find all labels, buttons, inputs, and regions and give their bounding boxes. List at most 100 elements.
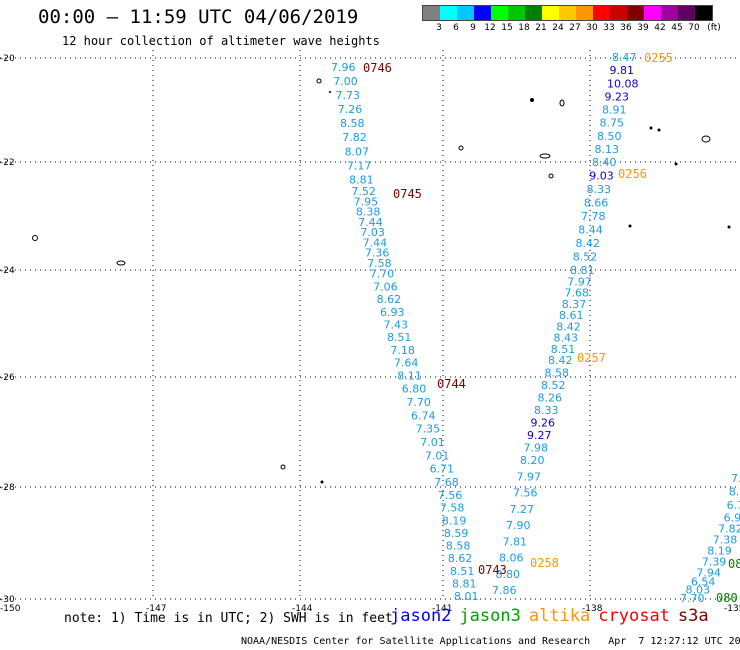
wave-height-value: 8.42 <box>576 237 601 250</box>
wave-height-value: 8.38 <box>356 206 381 219</box>
island <box>458 145 464 151</box>
wave-height-value: 8.43 <box>554 332 579 345</box>
island <box>701 135 711 143</box>
wave-height-value: 8.47 <box>612 51 637 64</box>
wave-height-value: 7.43 <box>384 319 409 332</box>
wave-height-value: 7.17 <box>347 159 372 172</box>
island <box>320 480 324 484</box>
wave-height-value: 7.27 <box>510 503 535 516</box>
pass-time-label: 0255 <box>644 51 673 65</box>
wave-height-value: 8.40 <box>592 156 617 169</box>
wave-height-value: 7.68 <box>434 476 459 489</box>
island <box>649 126 653 130</box>
lat-label: -20 <box>0 54 15 64</box>
pass-time-label: 0258 <box>530 556 559 570</box>
legend-tick: 24 <box>552 23 564 33</box>
wave-height-value: 7.44 <box>358 216 383 229</box>
pass-time-label: 0744 <box>437 377 466 391</box>
wave-height-value: 8.58 <box>340 117 365 130</box>
legend-tick: 39 <box>637 23 649 33</box>
legend-tick: 6 <box>453 23 459 33</box>
wave-height-value: 9.03 <box>589 170 614 183</box>
wave-height-value: 7.01 <box>420 436 445 449</box>
legend-tick: 15 <box>501 23 513 33</box>
legend-swatch <box>491 6 508 20</box>
lat-label: -28 <box>0 483 15 493</box>
wave-height-value: 7.70 <box>680 592 705 605</box>
page-subtitle: 12 hour collection of altimeter wave hei… <box>62 34 380 48</box>
wave-height-value: 6.98 <box>724 512 740 525</box>
wave-height-value: 8.75 <box>600 117 625 130</box>
legend-swatch <box>440 6 457 20</box>
island <box>559 99 565 107</box>
wave-height-value: 8.58 <box>545 367 570 380</box>
wave-height-value: 7.82 <box>718 523 740 536</box>
legend-ticks: 3 6 9 12 15 18 21 24 27 30 33 36 39 42 45 70 (ft) <box>422 21 721 35</box>
wave-height-value: 8.07 <box>345 145 370 158</box>
wave-height-value: 7.70 <box>370 268 395 281</box>
note-text: note: 1) Time is in UTC; 2) SWH is in fe… <box>64 611 393 626</box>
wave-height-value: 8.62 <box>377 293 402 306</box>
track-values: 7.967.007.737.268.587.828.077.178.817.52… <box>331 51 740 605</box>
wave-height-value: 8.11 <box>397 369 422 382</box>
pass-time-label: 0745 <box>393 187 422 201</box>
island <box>674 162 678 166</box>
pass-time-label: 0257 <box>577 351 606 365</box>
wave-height-value: 7.64 <box>394 357 419 370</box>
wave-height-value: 8.61 <box>559 309 584 322</box>
legend-swatch <box>423 6 440 20</box>
wave-height-value: 8.37 <box>562 298 587 311</box>
track-times: 0746 0745 0744 0743 0255 0256 0257 0258 08 080 <box>363 51 740 605</box>
lat-label: -26 <box>0 373 15 383</box>
legend-swatch <box>593 6 610 20</box>
wave-height-value: 6.54 <box>691 575 716 588</box>
wave-height-value: 9.27 <box>527 429 552 442</box>
wave-height-value: 8.33 <box>587 183 612 196</box>
wave-height-value: 8.51 <box>450 565 475 578</box>
legend-swatch <box>474 6 491 20</box>
island <box>32 235 38 241</box>
wave-height-value: 6.7 <box>727 499 740 512</box>
wave-height-value: 8.03 <box>685 584 710 597</box>
island <box>727 225 731 229</box>
lon-label: -135 <box>724 604 740 614</box>
color-legend: 3 6 9 12 15 18 21 24 27 30 33 36 39 42 45 70 (ft) <box>422 5 721 35</box>
legend-tick: 9 <box>470 23 476 33</box>
wave-height-value: 7.44 <box>363 236 388 249</box>
satellite-legend: jason2 jason3 altika cryosat s3a <box>390 606 717 626</box>
pass-time-label: 0743 <box>478 563 507 577</box>
legend-tick: 36 <box>620 23 632 33</box>
wave-height-value: 7.35 <box>416 423 441 436</box>
lon-label: -150 <box>0 604 21 614</box>
pass-time-label: 080 <box>716 591 738 605</box>
wave-height-value: 7.82 <box>342 131 367 144</box>
wave-height-value: 7.36 <box>365 247 390 260</box>
wave-height-value: 6.74 <box>411 409 436 422</box>
wave-height-value: 7.52 <box>351 185 376 198</box>
wave-height-value: 6.71 <box>430 463 455 476</box>
wave-height-value: 7.97 <box>567 275 592 288</box>
wave-height-value: 6.80 <box>402 383 427 396</box>
wave-height-value: 8.59 <box>444 527 469 540</box>
legend-tick: (ft) <box>707 23 721 33</box>
wave-height-value: 7.70 <box>406 396 431 409</box>
wave-height-value: 7.95 <box>354 195 379 208</box>
wave-height-value: 8.06 <box>499 552 524 565</box>
satellite-altika: altika <box>528 606 591 626</box>
legend-swatch <box>525 6 542 20</box>
wave-height-value: 7.26 <box>338 103 363 116</box>
legend-swatch <box>678 6 695 20</box>
island <box>316 78 322 84</box>
wave-height-value: 8.80 <box>496 568 521 581</box>
lat-label: -24 <box>0 266 15 276</box>
lon-label: -147 <box>146 604 166 614</box>
wave-height-value: 8.19 <box>442 514 467 527</box>
island <box>628 224 632 228</box>
wave-height-value: 8. <box>729 485 740 498</box>
lon-label: -141 <box>432 604 452 614</box>
legend-tick: 45 <box>671 23 683 33</box>
wave-height-value: 8.33 <box>534 404 559 417</box>
pass-time-label: 0746 <box>363 61 392 75</box>
island <box>329 91 331 93</box>
